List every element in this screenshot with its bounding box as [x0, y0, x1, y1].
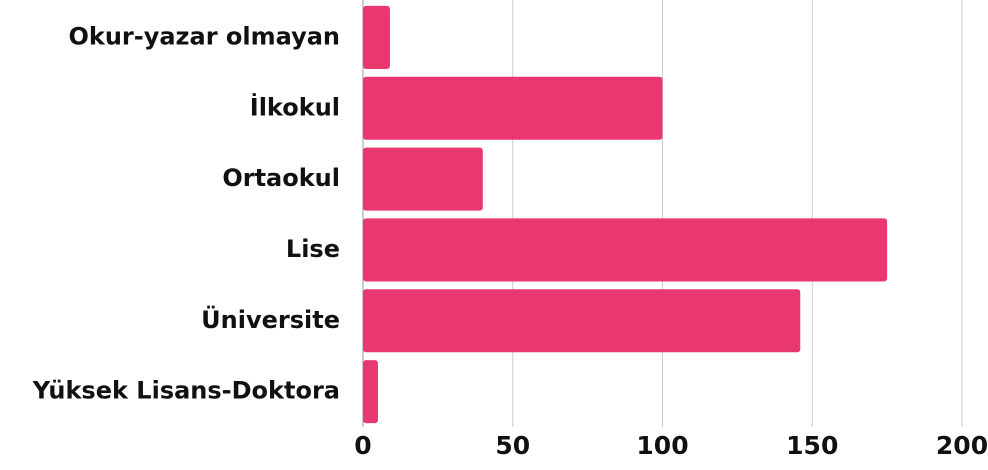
- bar: [363, 289, 801, 353]
- bar: [363, 218, 888, 282]
- x-tick-label: 100: [636, 431, 688, 460]
- bar: [363, 360, 378, 424]
- x-tick-label: 50: [495, 431, 530, 460]
- x-tick-label: 150: [786, 431, 838, 460]
- y-tick-label: Üniversite: [201, 304, 340, 334]
- x-tick-label: 200: [936, 431, 988, 460]
- y-tick-label: İlkokul: [250, 92, 340, 121]
- bar: [363, 76, 663, 140]
- bar: [363, 147, 483, 211]
- y-tick-label: Okur-yazar olmayan: [68, 22, 340, 50]
- x-tick-label: 0: [354, 431, 371, 460]
- bar: [363, 5, 390, 69]
- y-tick-label: Ortaokul: [222, 164, 340, 192]
- y-tick-label: Lise: [286, 235, 340, 263]
- y-tick-label: Yüksek Lisans-Doktora: [32, 377, 340, 405]
